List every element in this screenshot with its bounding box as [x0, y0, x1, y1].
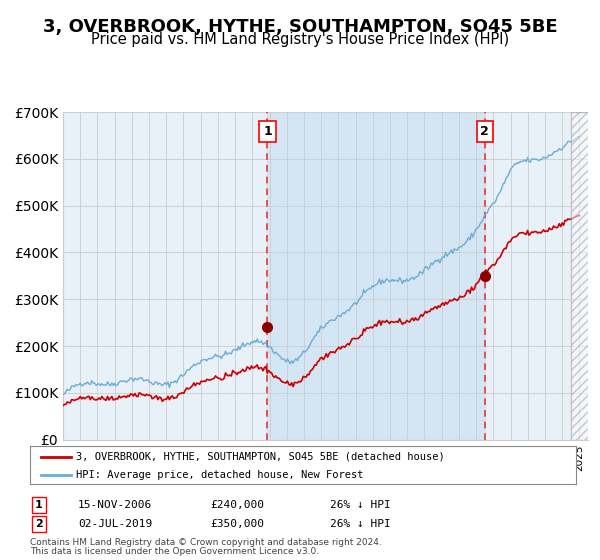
Bar [268, 112, 485, 440]
Text: 02-JUL-2019: 02-JUL-2019 [78, 519, 152, 529]
Text: 15-NOV-2006: 15-NOV-2006 [78, 500, 152, 510]
Text: 26% ↓ HPI: 26% ↓ HPI [330, 519, 391, 529]
Text: £350,000: £350,000 [210, 519, 264, 529]
Text: 3, OVERBROOK, HYTHE, SOUTHAMPTON, SO45 5BE: 3, OVERBROOK, HYTHE, SOUTHAMPTON, SO45 5… [43, 18, 557, 36]
Text: Price paid vs. HM Land Registry's House Price Index (HPI): Price paid vs. HM Land Registry's House … [91, 32, 509, 48]
Bar [571, 112, 596, 440]
Text: HPI: Average price, detached house, New Forest: HPI: Average price, detached house, New … [76, 470, 364, 480]
Text: 2: 2 [481, 125, 489, 138]
Text: 26% ↓ HPI: 26% ↓ HPI [330, 500, 391, 510]
Text: 3, OVERBROOK, HYTHE, SOUTHAMPTON, SO45 5BE (detached house): 3, OVERBROOK, HYTHE, SOUTHAMPTON, SO45 5… [76, 452, 445, 462]
Text: 1: 1 [263, 125, 272, 138]
Text: 1: 1 [35, 500, 43, 510]
Text: £240,000: £240,000 [210, 500, 264, 510]
Text: Contains HM Land Registry data © Crown copyright and database right 2024.: Contains HM Land Registry data © Crown c… [30, 538, 382, 547]
Text: This data is licensed under the Open Government Licence v3.0.: This data is licensed under the Open Gov… [30, 547, 319, 556]
Text: 2: 2 [35, 519, 43, 529]
